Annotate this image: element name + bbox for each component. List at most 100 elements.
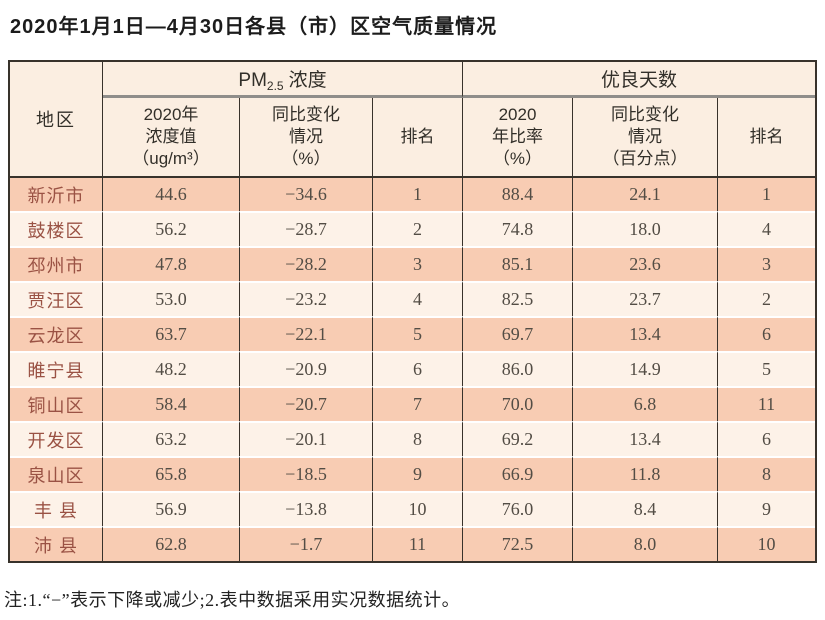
good-change-cell: 8.0 (573, 526, 718, 561)
region-cell: 丰 县 (10, 491, 103, 526)
good-ratio-cell: 70.0 (463, 386, 573, 421)
pm-change-cell: −20.7 (240, 386, 373, 421)
pm-value-cell: 63.7 (103, 316, 240, 351)
good-rank-cell: 9 (718, 491, 816, 526)
pm-value-cell: 48.2 (103, 351, 240, 386)
good-change-cell: 8.4 (573, 491, 718, 526)
air-quality-table-wrapper: 地区 PM2.5 浓度 优良天数 2020年 浓度值 （ug/m³） 同比变化 情… (8, 60, 818, 563)
table-row: 邳州市 47.8 −28.2 3 85.1 23.6 3 (10, 246, 816, 281)
header-pm-rank: 排名 (373, 98, 463, 176)
good-ratio-cell: 69.2 (463, 421, 573, 456)
pm-value-cell: 44.6 (103, 176, 240, 211)
good-change-cell: 23.6 (573, 246, 718, 281)
table-row: 睢宁县 48.2 −20.9 6 86.0 14.9 5 (10, 351, 816, 386)
region-cell: 泉山区 (10, 456, 103, 491)
pm-change-cell: −23.2 (240, 281, 373, 316)
footnote: 注:1.“−”表示下降或减少;2.表中数据采用实况数据统计。 (4, 590, 461, 610)
pm-value-cell: 58.4 (103, 386, 240, 421)
pm-rank-cell: 4 (373, 281, 463, 316)
pm-value-cell: 56.9 (103, 491, 240, 526)
pm-value-cell: 56.2 (103, 211, 240, 246)
good-rank-cell: 4 (718, 211, 816, 246)
region-cell: 睢宁县 (10, 351, 103, 386)
header-pm-change: 同比变化 情况 （%） (240, 98, 373, 176)
pm-rank-cell: 8 (373, 421, 463, 456)
pm-rank-cell: 5 (373, 316, 463, 351)
pm-value-cell: 47.8 (103, 246, 240, 281)
header-good-days-group: 优良天数 (463, 62, 816, 98)
pm-rank-cell: 9 (373, 456, 463, 491)
pm-change-cell: −20.1 (240, 421, 373, 456)
header-good-change: 同比变化 情况 （百分点） (573, 98, 718, 176)
good-ratio-cell: 88.4 (463, 176, 573, 211)
good-change-cell: 14.9 (573, 351, 718, 386)
header-pm-value: 2020年 浓度值 （ug/m³） (103, 98, 240, 176)
good-change-cell: 6.8 (573, 386, 718, 421)
good-ratio-cell: 72.5 (463, 526, 573, 561)
good-rank-cell: 5 (718, 351, 816, 386)
good-change-cell: 13.4 (573, 316, 718, 351)
region-cell: 开发区 (10, 421, 103, 456)
pm-change-cell: −1.7 (240, 526, 373, 561)
table-row: 鼓楼区 56.2 −28.7 2 74.8 18.0 4 (10, 211, 816, 246)
good-change-cell: 11.8 (573, 456, 718, 491)
pm-value-cell: 53.0 (103, 281, 240, 316)
good-ratio-cell: 74.8 (463, 211, 573, 246)
group-header-row: 地区 PM2.5 浓度 优良天数 (10, 62, 816, 176)
pm-value-cell: 63.2 (103, 421, 240, 456)
header-good-ratio: 2020 年比率 （%） (463, 98, 573, 176)
good-rank-cell: 11 (718, 386, 816, 421)
region-cell: 贾汪区 (10, 281, 103, 316)
good-change-cell: 13.4 (573, 421, 718, 456)
region-cell: 云龙区 (10, 316, 103, 351)
good-ratio-cell: 85.1 (463, 246, 573, 281)
region-cell: 新沂市 (10, 176, 103, 211)
table-row: 贾汪区 53.0 −23.2 4 82.5 23.7 2 (10, 281, 816, 316)
good-rank-cell: 6 (718, 316, 816, 351)
pm-group-suffix: 浓度 (288, 69, 327, 91)
air-quality-table: 地区 PM2.5 浓度 优良天数 2020年 浓度值 （ug/m³） 同比变化 情… (10, 62, 816, 561)
pm-change-cell: −28.2 (240, 246, 373, 281)
table-row: 铜山区 58.4 −20.7 7 70.0 6.8 11 (10, 386, 816, 421)
pm-group-subscript: 2.5 (266, 78, 284, 93)
pm-rank-cell: 3 (373, 246, 463, 281)
pm-rank-cell: 1 (373, 176, 463, 211)
table-row: 沛 县 62.8 −1.7 11 72.5 8.0 10 (10, 526, 816, 561)
good-rank-cell: 8 (718, 456, 816, 491)
sub-header-row: 2020年 浓度值 （ug/m³） 同比变化 情况 （%） 排名 2020 年比… (10, 98, 816, 176)
table-row: 开发区 63.2 −20.1 8 69.2 13.4 6 (10, 421, 816, 456)
region-cell: 沛 县 (10, 526, 103, 561)
good-change-cell: 23.7 (573, 281, 718, 316)
pm-rank-cell: 7 (373, 386, 463, 421)
pm-change-cell: −18.5 (240, 456, 373, 491)
good-rank-cell: 3 (718, 246, 816, 281)
pm-rank-cell: 6 (373, 351, 463, 386)
table-row: 泉山区 65.8 −18.5 9 66.9 11.8 8 (10, 456, 816, 491)
good-change-cell: 24.1 (573, 176, 718, 211)
region-cell: 铜山区 (10, 386, 103, 421)
table-row: 云龙区 63.7 −22.1 5 69.7 13.4 6 (10, 316, 816, 351)
good-rank-cell: 2 (718, 281, 816, 316)
pm-change-cell: −28.7 (240, 211, 373, 246)
header-good-rank: 排名 (718, 98, 816, 176)
pm-rank-cell: 10 (373, 491, 463, 526)
pm-rank-cell: 2 (373, 211, 463, 246)
good-change-cell: 18.0 (573, 211, 718, 246)
good-rank-cell: 6 (718, 421, 816, 456)
header-pm-group: PM2.5 浓度 (103, 62, 463, 98)
region-cell: 鼓楼区 (10, 211, 103, 246)
good-ratio-cell: 82.5 (463, 281, 573, 316)
page-title: 2020年1月1日—4月30日各县（市）区空气质量情况 (10, 16, 498, 38)
region-cell: 邳州市 (10, 246, 103, 281)
table-row: 新沂市 44.6 −34.6 1 88.4 24.1 1 (10, 176, 816, 211)
good-ratio-cell: 86.0 (463, 351, 573, 386)
header-region: 地区 (10, 62, 103, 176)
table-row: 丰 县 56.9 −13.8 10 76.0 8.4 9 (10, 491, 816, 526)
good-ratio-cell: 69.7 (463, 316, 573, 351)
good-ratio-cell: 66.9 (463, 456, 573, 491)
pm-value-cell: 62.8 (103, 526, 240, 561)
table-header: 地区 PM2.5 浓度 优良天数 2020年 浓度值 （ug/m³） 同比变化 情… (10, 62, 816, 176)
good-rank-cell: 10 (718, 526, 816, 561)
pm-change-cell: −13.8 (240, 491, 373, 526)
